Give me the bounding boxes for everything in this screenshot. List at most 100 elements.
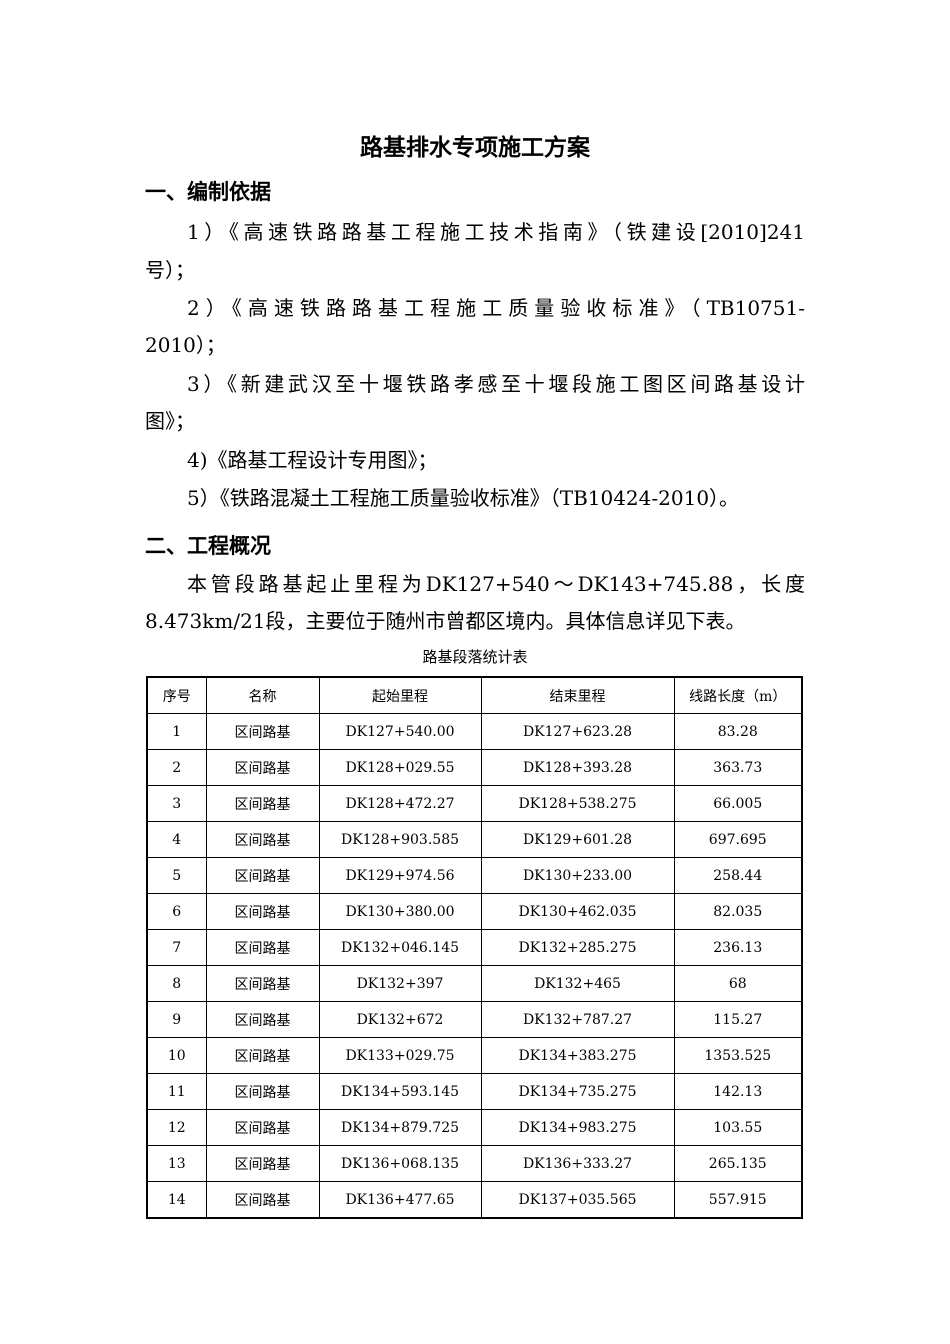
table-cell: 7 — [146, 929, 207, 966]
table-row: 5 区间路基 DK129+974.56 DK130+233.00 258.44 — [146, 857, 803, 894]
table-row: 11 区间路基 DK134+593.145 DK134+735.275 142.13 — [146, 1073, 803, 1110]
table-cell: 区间路基 — [205, 965, 320, 1002]
table-cell: DK129+601.28 — [480, 821, 675, 858]
table-row: 4 区间路基 DK128+903.585 DK129+601.28 697.695 — [146, 821, 803, 858]
document-title: 路基排水专项施工方案 — [360, 135, 590, 161]
reference-item: 3）《新建武汉至十堰铁路孝感至十堰段施工图区间路基设计 — [187, 372, 805, 396]
table-cell: 1353.525 — [673, 1037, 803, 1074]
table-cell: 236.13 — [673, 929, 803, 966]
table-cell: 1 — [146, 713, 207, 750]
table-header-row: 序号 名称 起始里程 结束里程 线路长度（m） — [146, 676, 803, 714]
table-row: 6 区间路基 DK130+380.00 DK130+462.035 82.035 — [146, 893, 803, 930]
table-cell: 115.27 — [673, 1001, 803, 1038]
table-row: 8 区间路基 DK132+397 DK132+465 68 — [146, 965, 803, 1002]
table-cell: DK132+787.27 — [480, 1001, 675, 1038]
table-cell: 4 — [146, 821, 207, 858]
overview-text: 本管段路基起止里程为DK127+540～DK143+745.88，长度 — [187, 572, 805, 596]
table-cell: DK134+983.275 — [480, 1109, 675, 1146]
table-cell: 265.135 — [673, 1145, 803, 1182]
table-cell: 区间路基 — [205, 929, 320, 966]
table-cell: 区间路基 — [205, 785, 320, 822]
table-cell: 697.695 — [673, 821, 803, 858]
table-cell: DK128+903.585 — [318, 821, 482, 858]
table-cell: 区间路基 — [205, 1109, 320, 1146]
table-cell: 12 — [146, 1109, 207, 1146]
reference-item-cont: 图》； — [145, 409, 195, 433]
table-cell: DK134+735.275 — [480, 1073, 675, 1110]
table-cell: 区间路基 — [205, 713, 320, 750]
table-cell: 5 — [146, 857, 207, 894]
table-cell: 区间路基 — [205, 749, 320, 786]
table-cell: 区间路基 — [205, 893, 320, 930]
table-cell: DK132+285.275 — [480, 929, 675, 966]
table-row: 13 区间路基 DK136+068.135 DK136+333.27 265.135 — [146, 1145, 803, 1182]
table-cell: 363.73 — [673, 749, 803, 786]
table-cell: 68 — [673, 965, 803, 1002]
table-row: 2 区间路基 DK128+029.55 DK128+393.28 363.73 — [146, 749, 803, 786]
table-cell: DK128+538.275 — [480, 785, 675, 822]
table-cell: DK127+540.00 — [318, 713, 482, 750]
table-cell: 13 — [146, 1145, 207, 1182]
table-cell: DK132+397 — [318, 965, 482, 1002]
table-cell: DK137+035.565 — [480, 1181, 675, 1219]
table-cell: DK136+068.135 — [318, 1145, 482, 1182]
table-cell: DK128+029.55 — [318, 749, 482, 786]
table-row: 10 区间路基 DK133+029.75 DK134+383.275 1353.525 — [146, 1037, 803, 1074]
section-heading-basis: 一、编制依据 — [145, 180, 271, 204]
table-cell: 142.13 — [673, 1073, 803, 1110]
table-cell: 14 — [146, 1181, 207, 1219]
table-cell: DK132+046.145 — [318, 929, 482, 966]
table-cell: DK136+333.27 — [480, 1145, 675, 1182]
reference-item: 4)《路基工程设计专用图》； — [187, 448, 438, 472]
table-cell: DK132+465 — [480, 965, 675, 1002]
table-cell: 区间路基 — [205, 857, 320, 894]
table-cell: 82.035 — [673, 893, 803, 930]
table-cell: DK134+593.145 — [318, 1073, 482, 1110]
table-cell: 9 — [146, 1001, 207, 1038]
table-cell: DK136+477.65 — [318, 1181, 482, 1219]
reference-item: 5）《铁路混凝土工程施工质量验收标准》（TB10424-2010）。 — [187, 486, 740, 510]
table-cell: 6 — [146, 893, 207, 930]
table-cell: 区间路基 — [205, 1073, 320, 1110]
table-cell: 区间路基 — [205, 1037, 320, 1074]
overview-text-cont: 8.473km/21段，主要位于随州市曾都区境内。具体信息详见下表。 — [145, 609, 746, 633]
table-cell: DK128+472.27 — [318, 785, 482, 822]
table-cell: 区间路基 — [205, 1001, 320, 1038]
table-cell: DK134+879.725 — [318, 1109, 482, 1146]
subgrade-table: 序号 名称 起始里程 结束里程 线路长度（m） 1 区间路基 DK127+540.00 DK12… — [146, 676, 803, 1219]
table-row: 9 区间路基 DK132+672 DK132+787.27 115.27 — [146, 1001, 803, 1038]
reference-item: 2）《高速铁路路基工程施工质量验收标准》（TB10751- — [187, 296, 805, 320]
table-cell: DK129+974.56 — [318, 857, 482, 894]
table-cell: 83.28 — [673, 713, 803, 750]
reference-item-cont: 号）； — [145, 258, 195, 282]
table-cell: 名称 — [205, 676, 320, 714]
table-row: 7 区间路基 DK132+046.145 DK132+285.275 236.13 — [146, 929, 803, 966]
table-cell: 103.55 — [673, 1109, 803, 1146]
table-cell: 区间路基 — [205, 1145, 320, 1182]
table-cell: 258.44 — [673, 857, 803, 894]
table-cell: DK128+393.28 — [480, 749, 675, 786]
table-row: 1 区间路基 DK127+540.00 DK127+623.28 83.28 — [146, 713, 803, 750]
table-row: 14 区间路基 DK136+477.65 DK137+035.565 557.915 — [146, 1181, 803, 1219]
table-cell: 557.915 — [673, 1181, 803, 1219]
table-cell: DK134+383.275 — [480, 1037, 675, 1074]
section-heading-overview: 二、工程概况 — [145, 534, 271, 558]
table-cell: 区间路基 — [205, 821, 320, 858]
table-cell: DK130+233.00 — [480, 857, 675, 894]
table-cell: DK132+672 — [318, 1001, 482, 1038]
table-cell: 3 — [146, 785, 207, 822]
table-cell: 2 — [146, 749, 207, 786]
table-cell: DK130+462.035 — [480, 893, 675, 930]
table-cell: 起始里程 — [318, 676, 482, 714]
table-cell: 线路长度（m） — [673, 676, 803, 714]
table-row: 12 区间路基 DK134+879.725 DK134+983.275 103.55 — [146, 1109, 803, 1146]
table-cell: 结束里程 — [480, 676, 675, 714]
table-cell: DK127+623.28 — [480, 713, 675, 750]
table-cell: 序号 — [146, 676, 207, 714]
table-caption: 路基段落统计表 — [422, 648, 528, 666]
table-cell: 10 — [146, 1037, 207, 1074]
table-cell: DK130+380.00 — [318, 893, 482, 930]
table-cell: 8 — [146, 965, 207, 1002]
reference-item: 1）《高速铁路路基工程施工技术指南》（铁建设[2010]241 — [187, 220, 805, 244]
